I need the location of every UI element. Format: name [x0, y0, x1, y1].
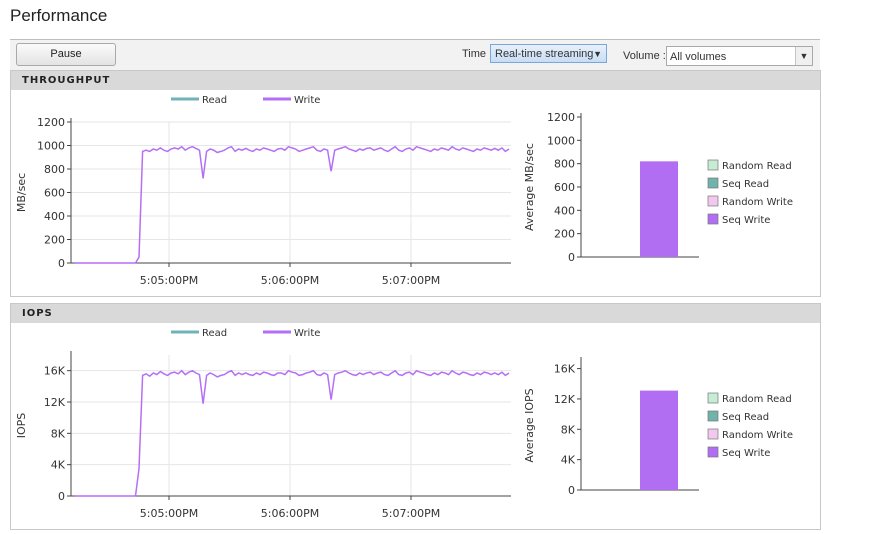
throughput-panel: THROUGHPUT Read Write 0 200 400 600 800 1000 120… — [10, 70, 821, 297]
y-tick-label: 1000 — [547, 134, 575, 147]
y-tick-label: 800 — [44, 163, 65, 176]
y-tick-label: 600 — [554, 181, 575, 194]
legend-swatch — [707, 177, 719, 189]
y-tick-label: 16K — [554, 363, 576, 376]
legend-write-label: Write — [294, 328, 320, 339]
legend-swatch — [707, 159, 719, 171]
y-tick-label: 400 — [44, 210, 65, 223]
chevron-down-icon: ▼ — [593, 49, 602, 59]
y-tick-label: 12K — [554, 393, 576, 406]
y-tick-label: 0 — [568, 251, 575, 264]
y-tick-label: 400 — [554, 204, 575, 217]
legend-label: Seq Read — [722, 412, 769, 423]
bar-seq-write — [640, 161, 678, 257]
legend-read-label: Read — [202, 328, 227, 339]
legend-write-label: Write — [294, 95, 320, 106]
y-tick-label: 1200 — [547, 111, 575, 124]
legend-swatch — [707, 446, 719, 458]
x-tick-label: 5:06:00PM — [261, 507, 320, 520]
volume-label: Volume : — [623, 50, 666, 62]
throughput-chart-area: Read Write 0 200 400 600 800 1000 1200 5:05:00PM 5… — [15, 95, 793, 287]
bar-seq-write — [640, 390, 678, 490]
y-tick-label: 4K — [561, 454, 576, 467]
legend-swatch — [707, 195, 719, 207]
panel-header: IOPS — [11, 304, 820, 323]
y-tick-label: 0 — [568, 484, 575, 497]
y-tick-label: 600 — [44, 187, 65, 200]
x-tick-label: 5:05:00PM — [140, 274, 199, 287]
volume-select-value: All volumes — [670, 51, 727, 63]
y-tick-label: 4K — [51, 459, 66, 472]
time-select-value: Real-time streaming — [495, 48, 594, 60]
y-tick-label: 8K — [561, 423, 576, 436]
y-tick-label: 12K — [44, 396, 66, 409]
y-tick-label: 200 — [554, 228, 575, 241]
iops-chart-area: Read Write 0 4K 8K 12K 16K 5:05:00PM 5:06:00PM 5:… — [15, 328, 793, 520]
x-tick-label: 5:05:00PM — [140, 507, 199, 520]
toolbar: Pause Time Real-time streaming ▼ Volume … — [10, 39, 820, 71]
x-tick-label: 5:07:00PM — [382, 274, 441, 287]
legend-label: Seq Write — [722, 448, 770, 459]
legend-swatch — [707, 428, 719, 440]
legend-swatch — [707, 410, 719, 422]
y-axis-label: Average MB/sec — [523, 143, 536, 231]
write-series-line — [75, 369, 510, 497]
y-tick-label: 0 — [58, 490, 65, 503]
legend-swatch — [707, 392, 719, 404]
legend-label: Seq Write — [722, 215, 770, 226]
y-tick-label: 16K — [44, 365, 66, 378]
legend-label: Seq Read — [722, 179, 769, 190]
legend-label: Random Read — [722, 161, 792, 172]
legend-label: Random Write — [722, 430, 793, 441]
legend-read-label: Read — [202, 95, 227, 106]
y-tick-label: 800 — [554, 158, 575, 171]
page-title: Performance — [10, 6, 108, 25]
write-series-line — [75, 145, 510, 264]
y-tick-label: 8K — [51, 427, 66, 440]
panel-header: THROUGHPUT — [11, 71, 820, 90]
y-tick-label: 200 — [44, 234, 65, 247]
y-tick-label: 1200 — [37, 116, 65, 129]
x-tick-label: 5:06:00PM — [261, 274, 320, 287]
time-label: Time — [462, 48, 487, 60]
legend-swatch — [707, 213, 719, 225]
y-axis-label: MB/sec — [15, 173, 28, 212]
y-tick-label: 0 — [58, 257, 65, 270]
chevron-down-icon[interactable]: ▼ — [795, 47, 812, 65]
iops-panel: IOPS Read Write 0 4K 8K 12K 16K 5:05:00PM 5:06:0… — [10, 303, 821, 530]
x-tick-label: 5:07:00PM — [382, 507, 441, 520]
pause-button[interactable]: Pause — [16, 43, 116, 66]
y-tick-label: 1000 — [37, 140, 65, 153]
y-axis-label: Average IOPS — [523, 388, 536, 462]
time-select[interactable]: Real-time streaming ▼ — [490, 44, 607, 63]
y-axis-label: IOPS — [15, 413, 28, 439]
legend-label: Random Read — [722, 394, 792, 405]
volume-select[interactable]: All volumes ▼ — [666, 46, 813, 66]
legend-label: Random Write — [722, 197, 793, 208]
